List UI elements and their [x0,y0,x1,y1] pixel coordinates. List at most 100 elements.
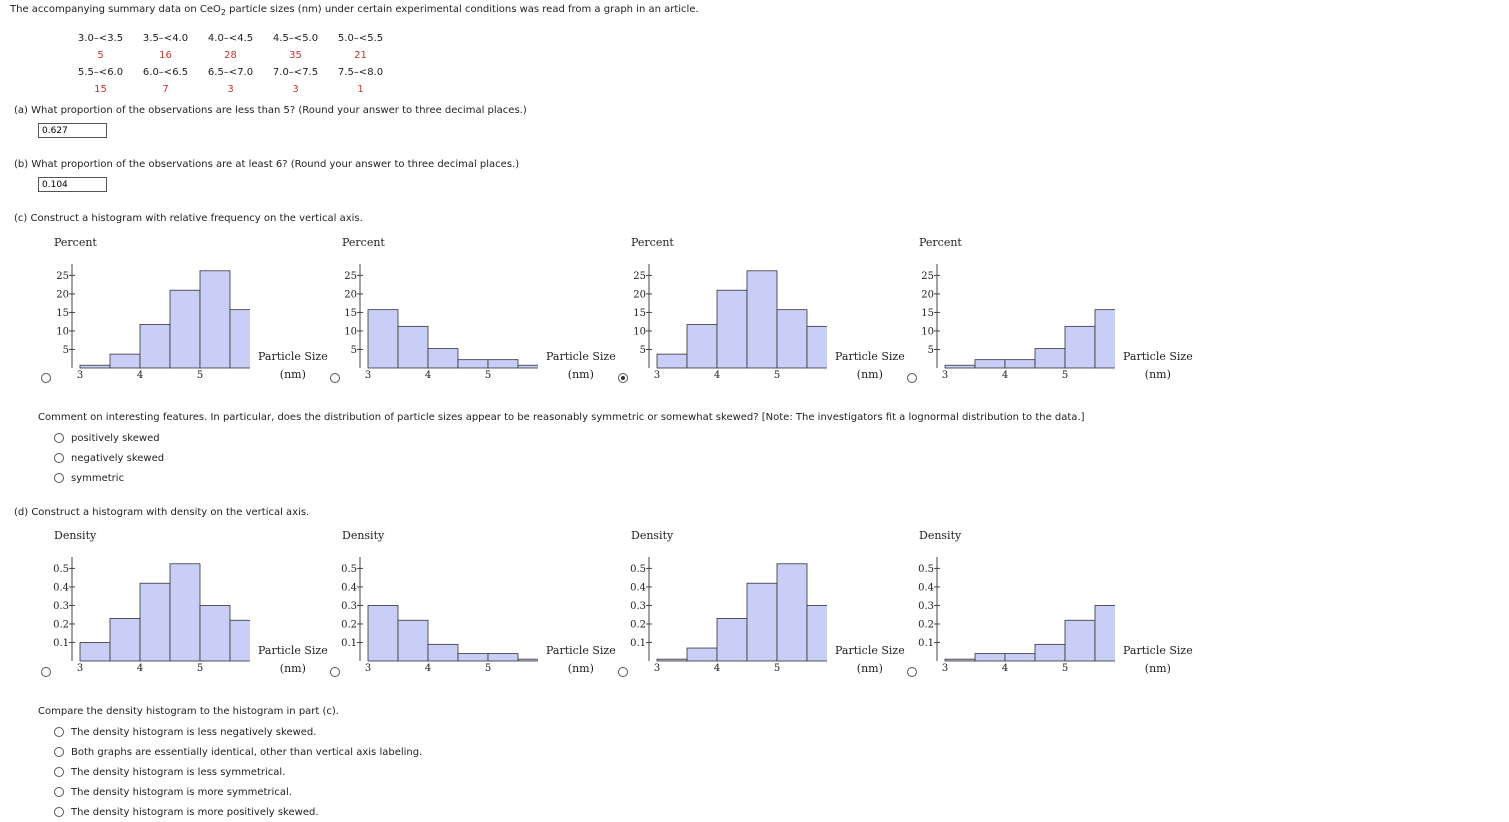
table-row: 15 7 3 3 1 [68,81,393,98]
compare-radio[interactable] [54,727,64,737]
x-axis-label-line2: (nm) [1144,662,1171,675]
y-tick-label: 0.3 [918,601,934,612]
skew-radio[interactable] [54,433,64,443]
compare-options: The density histogram is less negatively… [54,722,422,822]
x-tick-label: 4 [137,370,143,381]
x-axis-label: Particle Size (nm) [1123,348,1193,384]
x-axis-label: Particle Size (nm) [835,642,905,678]
compare-radio[interactable] [54,807,64,817]
histogram-c-radio-1[interactable] [41,373,51,383]
y-tick-label: 0.3 [341,601,357,612]
x-axis-label: Particle Size (nm) [835,348,905,384]
table-row: 5.5–<6.0 6.0–<6.5 6.5–<7.0 7.0–<7.5 7.5–… [68,64,393,81]
compare-radio[interactable] [54,787,64,797]
x-axis-label-line1: Particle Size [546,644,616,657]
x-tick-label: 3 [77,370,83,381]
y-tick-label: 0.2 [630,619,646,630]
x-tick-label: 4 [425,370,431,381]
histogram-bar [746,270,778,369]
x-tick-label: 5 [197,663,203,674]
compare-radio[interactable] [54,767,64,777]
compare-option[interactable]: The density histogram is more symmetrica… [54,782,422,802]
histogram-bar [199,270,231,369]
skew-option[interactable]: symmetric [54,468,164,488]
count-cell: 1 [357,84,364,95]
y-tick-label: 10 [921,326,934,337]
y-axis-label: Density [342,529,385,542]
histogram-bar [139,582,171,662]
skew-radio[interactable] [54,453,64,463]
x-tick-label: 3 [365,663,371,674]
y-tick-label: 0.4 [918,582,934,593]
histogram-bar [457,359,489,369]
histogram-d-radio-3[interactable] [618,667,628,677]
count-cell: 7 [162,84,169,95]
y-tick-label: 5 [351,345,357,356]
histogram-bar [1094,605,1115,662]
compare-option[interactable]: Both graphs are essentially identical, o… [54,742,422,762]
y-tick-label: 25 [344,271,357,282]
part-b-answer-input[interactable] [38,177,107,192]
histogram-c-radio-4[interactable] [907,373,917,383]
y-tick-label: 0.1 [918,638,934,649]
compare-option[interactable]: The density histogram is less negatively… [54,722,422,742]
histogram-bar [1064,619,1096,662]
histogram-d-radio-4[interactable] [907,667,917,677]
compare-radio[interactable] [54,747,64,757]
y-tick-label: 20 [921,289,934,300]
histogram-bar [806,325,827,369]
histogram-bar [1034,643,1066,662]
y-tick-label: 0.5 [53,564,69,575]
x-axis-label-line2: (nm) [856,368,883,381]
histogram-c-radio-2[interactable] [330,373,340,383]
y-axis-label: Density [631,529,674,542]
histogram-bar [716,289,748,369]
compare-option[interactable]: The density histogram is more positively… [54,802,422,822]
count-cell: 35 [289,50,302,61]
y-tick-label: 15 [344,308,357,319]
y-tick-label: 5 [640,345,646,356]
count-cell: 3 [227,84,234,95]
compare-option-label: The density histogram is more positively… [71,806,319,818]
histogram-bar [457,653,489,662]
y-tick-label: 5 [928,345,934,356]
count-cell: 15 [94,84,107,95]
x-tick-label: 4 [1002,663,1008,674]
histogram-bar [367,309,399,369]
histogram-bar [79,642,111,662]
skew-option[interactable]: negatively skewed [54,448,164,468]
count-cell: 16 [159,50,172,61]
compare-option-label: The density histogram is more symmetrica… [71,786,292,798]
x-axis-label-line1: Particle Size [546,350,616,363]
y-axis-label: Percent [631,236,674,249]
x-axis-label-line2: (nm) [567,368,594,381]
interval-cell: 6.5–<7.0 [207,67,254,78]
histogram-d-radio-1[interactable] [41,667,51,677]
y-tick-label: 15 [921,308,934,319]
x-tick-label: 3 [654,663,660,674]
histogram-bar [199,605,231,662]
y-tick-label: 25 [56,271,69,282]
histogram-bar [656,658,688,662]
x-tick-label: 5 [485,663,491,674]
x-axis-label-line1: Particle Size [258,350,328,363]
skew-option-label: symmetric [71,472,125,484]
skew-option-label: negatively skewed [71,452,165,464]
histogram-c-radio-3[interactable] [618,373,628,383]
part-a-answer-input[interactable] [38,123,107,138]
x-axis-label-line2: (nm) [1144,368,1171,381]
skew-radio[interactable] [54,473,64,483]
y-tick-label: 20 [56,289,69,300]
x-tick-label: 5 [774,663,780,674]
histogram-bar [944,364,976,369]
y-tick-label: 0.1 [630,638,646,649]
count-cell: 21 [354,50,367,61]
x-tick-label: 3 [77,663,83,674]
x-tick-label: 4 [714,663,720,674]
histogram-bar [1064,325,1096,369]
histogram-d-radio-2[interactable] [330,667,340,677]
histogram-bar [686,647,718,662]
compare-option[interactable]: The density histogram is less symmetrica… [54,762,422,782]
histogram-bar [229,309,250,369]
skew-option[interactable]: positively skewed [54,428,164,448]
